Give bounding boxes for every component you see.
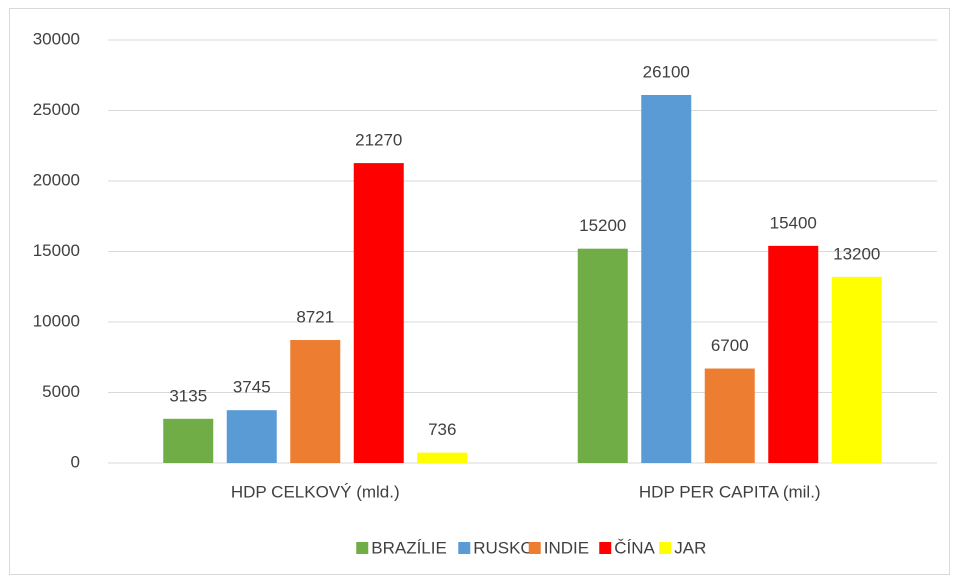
x-tick-label: HDP CELKOVÝ (mld.) (231, 482, 400, 501)
legend-label: BRAZÍLIE (371, 538, 447, 557)
legend-swatch (528, 542, 541, 554)
data-label: 3745 (233, 378, 271, 397)
bar (353, 163, 404, 463)
legend-label: JAR (674, 538, 706, 557)
data-label: 3135 (169, 386, 207, 405)
legend-swatch (659, 542, 672, 554)
y-tick-label: 5000 (42, 382, 80, 401)
data-label: 6700 (711, 336, 749, 355)
data-label: 15400 (770, 213, 817, 232)
data-label: 736 (428, 420, 456, 439)
bar (768, 245, 819, 463)
bar (641, 94, 692, 464)
y-tick-label: 0 (71, 452, 80, 471)
legend-swatch (599, 542, 612, 554)
legend-label: ČÍNA (614, 538, 655, 557)
data-label: 8721 (296, 308, 334, 327)
legend-label: RUSKO (473, 538, 533, 557)
bar (831, 276, 882, 463)
y-tick-label: 20000 (33, 170, 80, 189)
legend-swatch (356, 542, 369, 554)
data-label: 15200 (579, 216, 626, 235)
legend-label: INDIE (544, 538, 589, 557)
bar (704, 368, 755, 463)
data-label: 21270 (355, 131, 402, 150)
y-tick-label: 25000 (33, 100, 80, 119)
legend-swatch (458, 542, 471, 554)
bar (290, 340, 341, 463)
bar (226, 410, 277, 463)
y-tick-label: 15000 (33, 241, 80, 260)
data-label: 26100 (643, 62, 690, 81)
data-label: 13200 (833, 244, 880, 263)
y-tick-label: 30000 (33, 29, 80, 48)
x-tick-label: HDP PER CAPITA (mil.) (639, 482, 821, 501)
y-tick-label: 10000 (33, 311, 80, 330)
bar (163, 418, 214, 463)
bar (417, 452, 468, 463)
bar (577, 248, 628, 463)
